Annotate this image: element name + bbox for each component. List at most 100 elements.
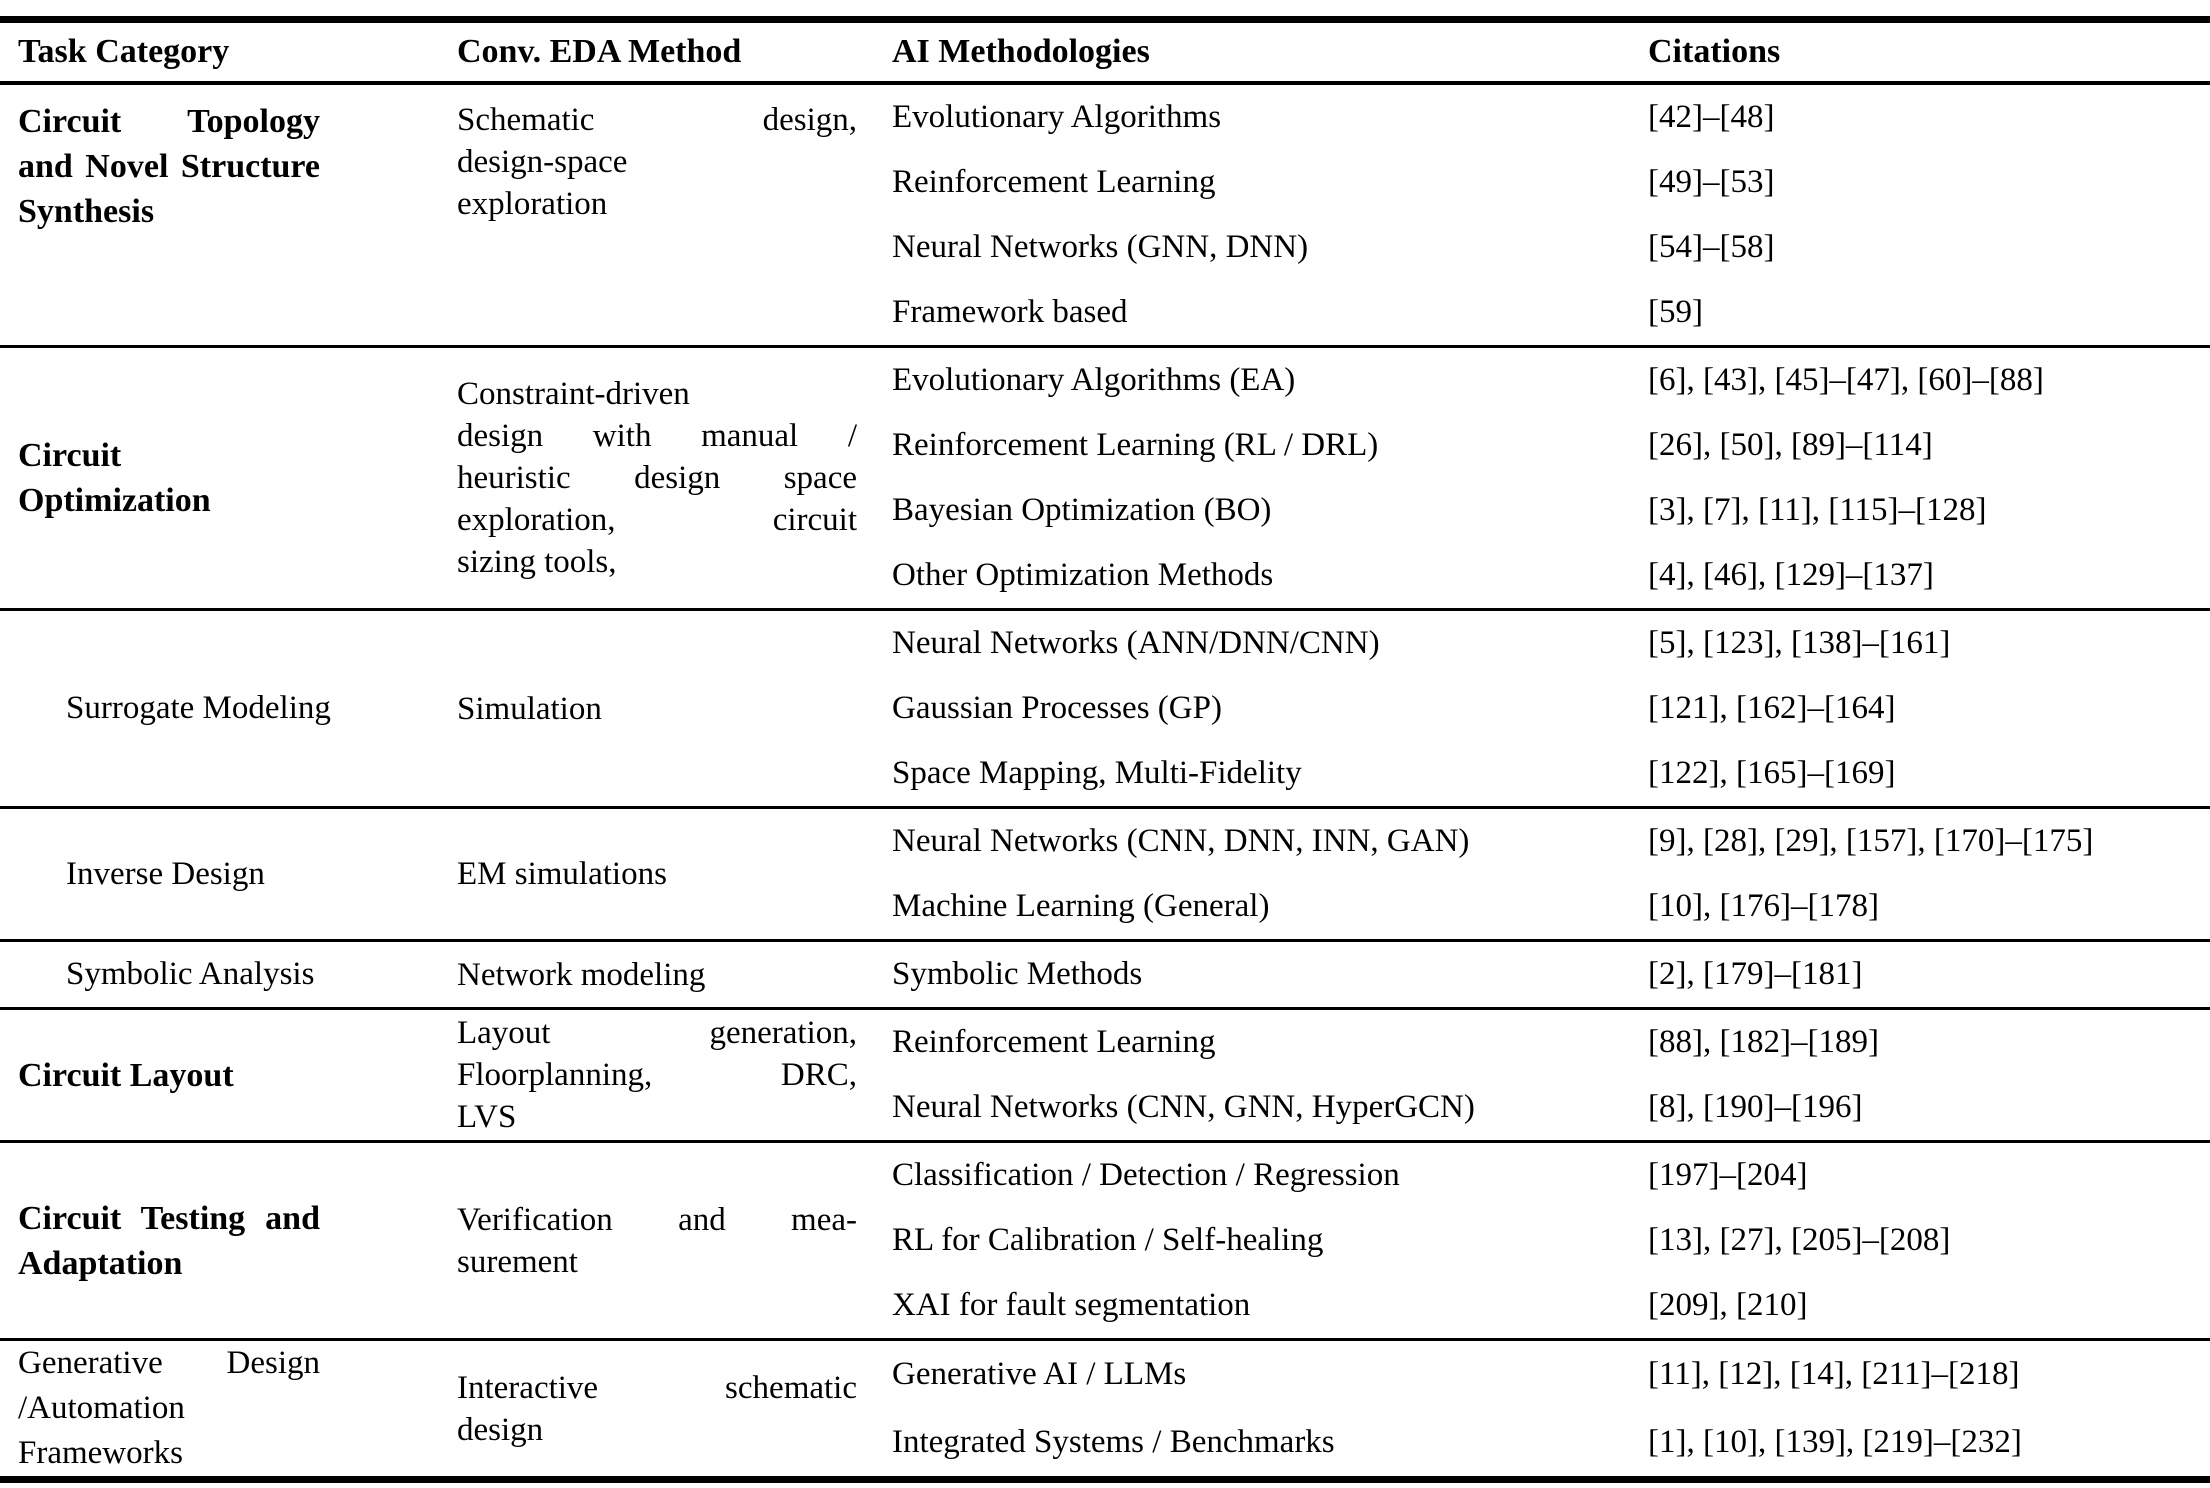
eda-method-line: Constraint-driven	[457, 376, 690, 412]
task-category-line: Symbolic Analysis	[66, 956, 315, 992]
table-body: Circuit Topology and Novel Structure Synth…	[0, 85, 2210, 1483]
table-section-row: Circuit Topology and Novel Structure Synth…	[0, 85, 2210, 345]
eda-method-cell: Interactive schematic design	[442, 1341, 877, 1476]
task-category: Inverse Design	[66, 852, 370, 897]
citations: [5], [123], [138]–[161]	[1648, 625, 1951, 661]
citations: [6], [43], [45]–[47], [60]–[88]	[1648, 362, 2044, 398]
ai-methodology: Bayesian Optimization (BO)	[892, 492, 1272, 528]
col-header-conv-eda-method: Conv. EDA Method	[457, 33, 742, 70]
methods-cell: Evolutionary Algorithms (EA) [6], [43], […	[877, 348, 2210, 608]
citations: [122], [165]–[169]	[1648, 755, 1896, 791]
ai-methodology: Reinforcement Learning	[892, 164, 1216, 200]
eda-method-cell: Network modeling	[442, 942, 877, 1007]
eda-method: Constraint-driven design with manual / heu…	[457, 373, 857, 583]
method-row: Bayesian Optimization (BO) [3], [7], [11]…	[877, 478, 2210, 543]
citations: [11], [12], [14], [211]–[218]	[1648, 1356, 2020, 1393]
eda-method-line: design	[457, 1411, 544, 1448]
citations: [54]–[58]	[1648, 229, 1775, 265]
task-category-cell: Circuit Topology and Novel Structure Synth…	[0, 85, 442, 345]
ai-methodology: Neural Networks (CNN, GNN, HyperGCN)	[892, 1089, 1475, 1125]
ai-methodology: Generative AI / LLMs	[892, 1356, 1187, 1393]
eda-method: Schematic design, design-space exploration	[457, 99, 857, 225]
eda-method-cell: Constraint-driven design with manual / heu…	[442, 348, 877, 608]
ai-methodology: Framework based	[892, 294, 1128, 330]
task-category-line: Adaptation	[18, 1244, 183, 1282]
table-section-row: Surrogate Modeling Simulation Neural Netwo…	[0, 608, 2210, 806]
methods-cell: Classification / Detection / Regression […	[877, 1143, 2210, 1338]
citations: [1], [10], [139], [219]–[232]	[1648, 1423, 2022, 1460]
table-section-row: Symbolic Analysis Network modeling Symboli…	[0, 939, 2210, 1007]
citations: [197]–[204]	[1648, 1157, 1808, 1193]
eda-method-line: design with manual /	[457, 418, 857, 454]
methods-cell: Neural Networks (ANN/DNN/CNN) [5], [123],…	[877, 611, 2210, 806]
task-category-cell: Surrogate Modeling	[0, 611, 442, 806]
citations: [3], [7], [11], [115]–[128]	[1648, 492, 1987, 528]
task-category: Symbolic Analysis	[66, 952, 370, 997]
eda-method-line: heuristic design space	[457, 460, 857, 496]
method-row: Reinforcement Learning (RL / DRL) [26], […	[877, 413, 2210, 478]
task-category-line: and Novel Structure	[18, 148, 320, 185]
table-section-row: Inverse Design EM simulations Neural Netwo…	[0, 806, 2210, 939]
task-category-cell: Circuit Testing and Adaptation	[0, 1143, 442, 1338]
col-header-task-category: Task Category	[18, 33, 230, 70]
table-header-row: Task Category Conv. EDA Method AI Method…	[0, 16, 2210, 85]
task-category-line: Circuit Layout	[18, 1056, 234, 1094]
eda-method-line: exploration, circuit	[457, 502, 857, 538]
ai-methodology: Reinforcement Learning (RL / DRL)	[892, 427, 1379, 463]
task-category-cell: Circuit Layout	[0, 1010, 442, 1140]
eda-method-line: Verification and mea-	[457, 1201, 857, 1238]
methods-cell: Generative AI / LLMs [11], [12], [14], [2…	[877, 1341, 2210, 1476]
eda-method: Layout generation, Floorplanning, DRC, LVS	[457, 1012, 857, 1138]
task-category-line: Circuit Testing and	[18, 1199, 320, 1237]
eda-method-cell: Simulation	[442, 611, 877, 806]
eda-method-line: sizing tools,	[457, 544, 617, 580]
eda-method-line: EM simulations	[457, 856, 667, 892]
task-category: Surrogate Modeling	[66, 686, 370, 731]
task-category-line: Frameworks	[18, 1435, 183, 1471]
methods-cell: Reinforcement Learning [88], [182]–[189] N…	[877, 1010, 2210, 1140]
ai-methodology: Classification / Detection / Regression	[892, 1157, 1400, 1193]
task-category-line: /Automation	[18, 1390, 185, 1426]
task-category: Circuit Topology and Novel Structure Synth…	[18, 99, 320, 234]
method-row: Neural Networks (CNN, DNN, INN, GAN) [9],…	[877, 809, 2210, 874]
eda-method-line: Simulation	[457, 690, 602, 727]
ai-methodology: Space Mapping, Multi-Fidelity	[892, 755, 1302, 791]
ai-methodology: Gaussian Processes (GP)	[892, 690, 1222, 726]
ai-methodology: Other Optimization Methods	[892, 557, 1274, 593]
citations: [2], [179]–[181]	[1648, 956, 1863, 992]
col-header-ai-methodologies: AI Methodologies	[892, 33, 1150, 70]
eda-method: EM simulations	[457, 853, 857, 895]
ai-methodology: Neural Networks (CNN, DNN, INN, GAN)	[892, 823, 1470, 859]
method-row: Reinforcement Learning [88], [182]–[189]	[877, 1010, 2210, 1075]
citations: [88], [182]–[189]	[1648, 1024, 1879, 1060]
method-row: Neural Networks (GNN, DNN) [54]–[58]	[877, 215, 2210, 280]
method-row: XAI for fault segmentation [209], [210]	[877, 1273, 2210, 1338]
task-category-cell: Generative Design/Automation Frameworks	[0, 1341, 442, 1476]
method-row: Gaussian Processes (GP) [121], [162]–[164…	[877, 676, 2210, 741]
eda-method-cell: Layout generation, Floorplanning, DRC, LVS	[442, 1010, 877, 1140]
method-row: Integrated Systems / Benchmarks [1], [10]…	[877, 1409, 2210, 1477]
method-row: Reinforcement Learning [49]–[53]	[877, 150, 2210, 215]
table-section-row: Circuit Optimization Constraint-driven desi…	[0, 345, 2210, 608]
methods-cell: Neural Networks (CNN, DNN, INN, GAN) [9],…	[877, 809, 2210, 939]
task-category-line: Synthesis	[18, 193, 155, 230]
method-row: RL for Calibration / Self-healing [13], […	[877, 1208, 2210, 1273]
task-category: Circuit Optimization	[18, 433, 320, 523]
eda-method-line: Interactive schematic	[457, 1369, 857, 1406]
method-row: Space Mapping, Multi-Fidelity [122], [165…	[877, 741, 2210, 806]
eda-method-line: surement	[457, 1243, 578, 1280]
task-category-line: Circuit	[18, 437, 122, 474]
task-category: Generative Design/Automation Frameworks	[18, 1341, 320, 1476]
task-category-line: Optimization	[18, 482, 211, 519]
citations: [13], [27], [205]–[208]	[1648, 1222, 1951, 1258]
task-category-line: Generative Design	[18, 1345, 320, 1381]
ai-methodology: Neural Networks (ANN/DNN/CNN)	[892, 625, 1380, 661]
method-row: Classification / Detection / Regression […	[877, 1143, 2210, 1208]
task-category: Circuit Testing and Adaptation	[18, 1196, 320, 1286]
methods-cell: Evolutionary Algorithms [42]–[48] Reinforc…	[877, 85, 2210, 345]
ai-methodology: Machine Learning (General)	[892, 888, 1270, 924]
table-section-row: Circuit Testing and Adaptation Verificatio…	[0, 1140, 2210, 1338]
eda-method-line: Floorplanning, DRC,	[457, 1057, 857, 1093]
citations: [8], [190]–[196]	[1648, 1089, 1863, 1125]
ai-methodology: Evolutionary Algorithms (EA)	[892, 362, 1296, 398]
